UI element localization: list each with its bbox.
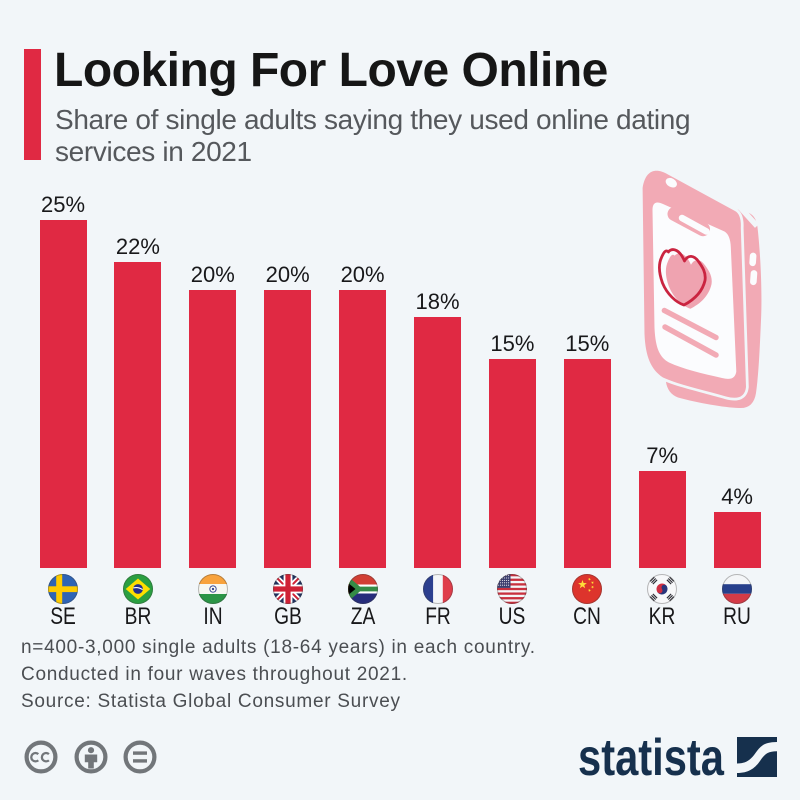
svg-text:statista: statista	[578, 737, 725, 785]
